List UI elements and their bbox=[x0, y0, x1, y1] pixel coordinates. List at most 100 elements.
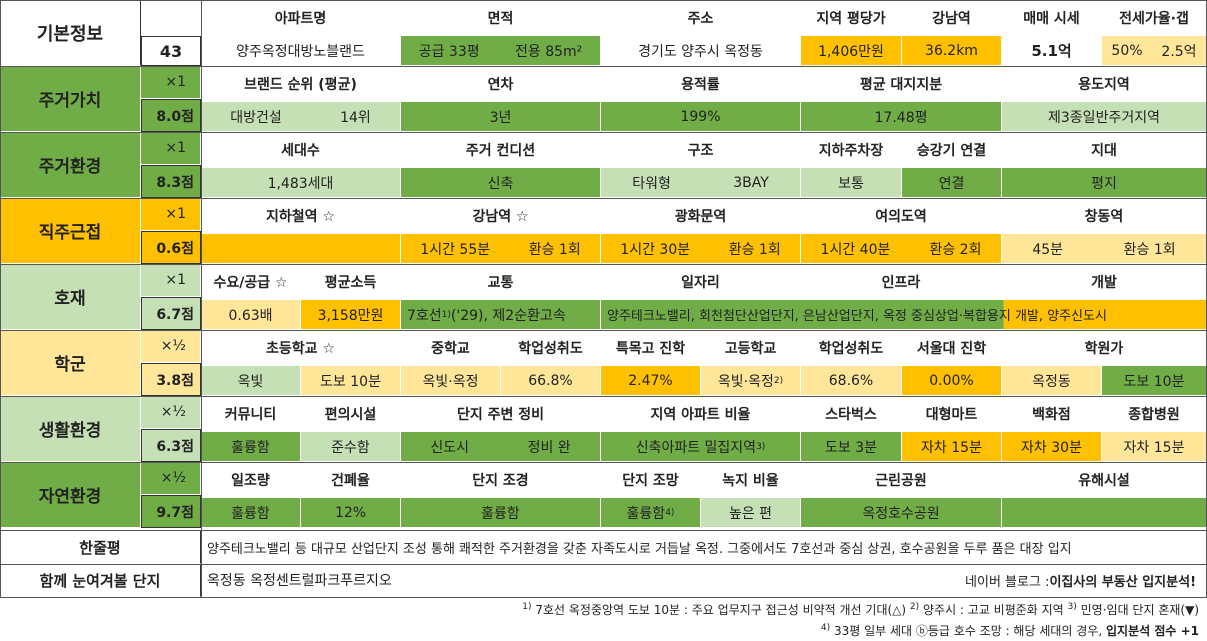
header-gangnam: 강남역 bbox=[902, 0, 1002, 36]
header-special-high: 특목고 진학 bbox=[601, 330, 701, 366]
zoning-value: 제3종일반주거지역 bbox=[1002, 102, 1207, 132]
price-per-pyeong: 1,406만원 bbox=[801, 36, 902, 66]
multiplier: ×1 bbox=[141, 264, 201, 297]
score: 8.3점 bbox=[141, 165, 201, 198]
mart-value: 자차 15분 bbox=[902, 432, 1002, 462]
header-condition: 주거 컨디션 bbox=[401, 132, 601, 168]
area-supply: 공급 33평 bbox=[418, 43, 480, 60]
header-land-share: 평균 대지지분 bbox=[801, 66, 1002, 102]
jobs-infra-dev-value: 양주테크노밸리, 회천첨단산업단지, 은남산업단지, 옥정 중심상업·복합용지 … bbox=[601, 300, 1207, 330]
header-apt-name: 아파트명 bbox=[201, 0, 401, 36]
academy-area: 옥정동 bbox=[1002, 366, 1102, 396]
category-development: 호재 bbox=[0, 264, 141, 330]
header-academy: 학원가 bbox=[1002, 330, 1207, 366]
transport-value: 7호선 1) ('29), 제2순환고속 bbox=[401, 300, 601, 330]
income-value: 3,158만원 bbox=[301, 300, 401, 330]
multiplier: ×1 bbox=[141, 66, 201, 99]
parking-value: 보통 bbox=[801, 168, 902, 198]
header-parking: 지하주차장 bbox=[801, 132, 902, 168]
header-landscaping: 단지 조경 bbox=[401, 462, 601, 498]
hazard-value bbox=[1002, 498, 1207, 528]
header-view: 단지 조망 bbox=[601, 462, 701, 498]
brand-rank-value: 14위 bbox=[340, 109, 371, 126]
brand-name: 대방건설 bbox=[230, 109, 282, 126]
header-zoning: 용도지역 bbox=[1002, 66, 1207, 102]
footnote-3: 민영·임대 단지 혼재(▼) bbox=[1080, 603, 1199, 617]
high-value: 옥빛·옥정 2) bbox=[701, 366, 801, 396]
park-value: 옥정호수공원 bbox=[801, 498, 1002, 528]
header-surroundings: 단지 주변 정비 bbox=[401, 396, 601, 432]
location-analysis-table: 기본정보 43 아파트명 면적 주소 지역 평당가 강남역 매매 시세 전세가율… bbox=[0, 0, 1207, 598]
households-value: 1,483세대 bbox=[201, 168, 401, 198]
apt-ratio-value: 신축아파트 밀집지역 3) bbox=[601, 432, 801, 462]
basic-info-label: 기본정보 bbox=[0, 0, 141, 66]
footnote-marker-4: 4) bbox=[820, 623, 831, 633]
transport-line-rest: ('29), 제2순환고속 bbox=[450, 307, 566, 324]
supply-demand-value: 0.63배 bbox=[201, 300, 301, 330]
landscaping-value: 훌륭함 bbox=[401, 498, 601, 528]
terrain-value: 평지 bbox=[1002, 168, 1207, 198]
header-high: 고등학교 bbox=[701, 330, 801, 366]
together-text: 옥정동 옥정센트럴파크푸르지오 bbox=[201, 564, 801, 597]
blog-credit: 네이버 블로그 : 이집사의 부동산 입지분석! bbox=[801, 564, 1207, 597]
jeonse-ratio: 50% bbox=[1111, 42, 1143, 59]
header-hospital: 종합병원 bbox=[1102, 396, 1207, 432]
surroundings-value: 신도시 정비 완 bbox=[401, 432, 601, 462]
footnote-marker-2: 2) bbox=[909, 602, 920, 612]
gwanghwamun-transfer: 환승 1회 bbox=[728, 241, 781, 258]
header-mart: 대형마트 bbox=[902, 396, 1002, 432]
footnote-2: 양주시 : 고교 비평준화 지역 bbox=[922, 603, 1064, 617]
header-coverage: 건폐율 bbox=[301, 462, 401, 498]
grid-line bbox=[0, 597, 1207, 598]
header-age: 연차 bbox=[401, 66, 601, 102]
header-department: 백화점 bbox=[1002, 396, 1102, 432]
academy-distance: 도보 10분 bbox=[1102, 366, 1207, 396]
header-starbucks: 스타벅스 bbox=[801, 396, 902, 432]
address: 경기도 양주시 옥정동 bbox=[601, 36, 801, 66]
high-achievement-value: 68.6% bbox=[801, 366, 902, 396]
jeonse-values: 50% 2.5억 bbox=[1102, 36, 1207, 66]
view-text: 훌륭함 bbox=[626, 505, 666, 522]
header-high-achievement: 학업성취도 bbox=[801, 330, 902, 366]
header-apt-ratio: 지역 아파트 비율 bbox=[601, 396, 801, 432]
brand-rank: 대방건설 14위 bbox=[201, 102, 401, 132]
footnote-4: 33평 일부 세대 ⓑ등급 호수 조망 : 해당 세대의 경우, bbox=[833, 624, 1103, 638]
gwanghwamun-time: 1시간 30분 bbox=[620, 241, 691, 258]
multiplier: ×½ bbox=[141, 330, 201, 363]
together-label: 함께 눈여겨볼 단지 bbox=[0, 564, 201, 597]
header-elevator: 승강기 연결 bbox=[902, 132, 1002, 168]
hospital-value: 자차 15분 bbox=[1102, 432, 1207, 462]
footnote-marker-2: 2) bbox=[773, 375, 784, 386]
elevator-value: 연결 bbox=[902, 168, 1002, 198]
surroundings-status: 정비 완 bbox=[527, 439, 571, 456]
sale-price: 5.1억 bbox=[1002, 36, 1102, 66]
header-jobs: 일자리 bbox=[601, 264, 801, 300]
header-price-per-pyeong: 지역 평당가 bbox=[801, 0, 902, 36]
category-living-env: 생활환경 bbox=[0, 396, 141, 462]
footnote-line-1: 1) 7호선 옥정중앙역 도보 10분 : 주요 업무지구 접근성 비약적 개선… bbox=[522, 601, 1199, 618]
summary-text: 양주테크노밸리 등 대규모 산업단지 조성 통해 쾌적한 주거환경을 갖춘 자족… bbox=[201, 531, 1207, 564]
view-value: 훌륭함 4) bbox=[601, 498, 701, 528]
header-changdong: 창동역 bbox=[1002, 198, 1207, 234]
grid-line bbox=[0, 530, 1207, 531]
high-value-text: 옥빛·옥정 bbox=[717, 373, 774, 390]
header-structure: 구조 bbox=[601, 132, 801, 168]
header-infra: 인프라 bbox=[801, 264, 1002, 300]
changdong-transfer: 환승 1회 bbox=[1123, 241, 1176, 258]
grid-line bbox=[0, 66, 1207, 67]
gangnam-time: 1시간 55분 bbox=[420, 241, 491, 258]
header-subway: 지하철역 ☆ bbox=[201, 198, 401, 234]
convenience-value: 준수함 bbox=[301, 432, 401, 462]
category-residential-value: 주거가치 bbox=[0, 66, 141, 132]
area-exclusive: 전용 85m² bbox=[515, 43, 583, 60]
multiplier: ×½ bbox=[141, 462, 201, 495]
special-high-value: 2.47% bbox=[601, 366, 701, 396]
footnote-line-2: 4) 33평 일부 세대 ⓑ등급 호수 조망 : 해당 세대의 경우, 입지분석… bbox=[821, 622, 1199, 639]
footnote-marker-3: 3) bbox=[1067, 602, 1077, 612]
summary-label: 한줄평 bbox=[0, 531, 201, 564]
footnote-marker-3: 3) bbox=[756, 441, 766, 452]
header-green-ratio: 녹지 비율 bbox=[701, 462, 801, 498]
score: 6.7점 bbox=[141, 297, 201, 330]
elementary-distance: 도보 10분 bbox=[301, 366, 401, 396]
category-commute: 직주근접 bbox=[0, 198, 141, 264]
